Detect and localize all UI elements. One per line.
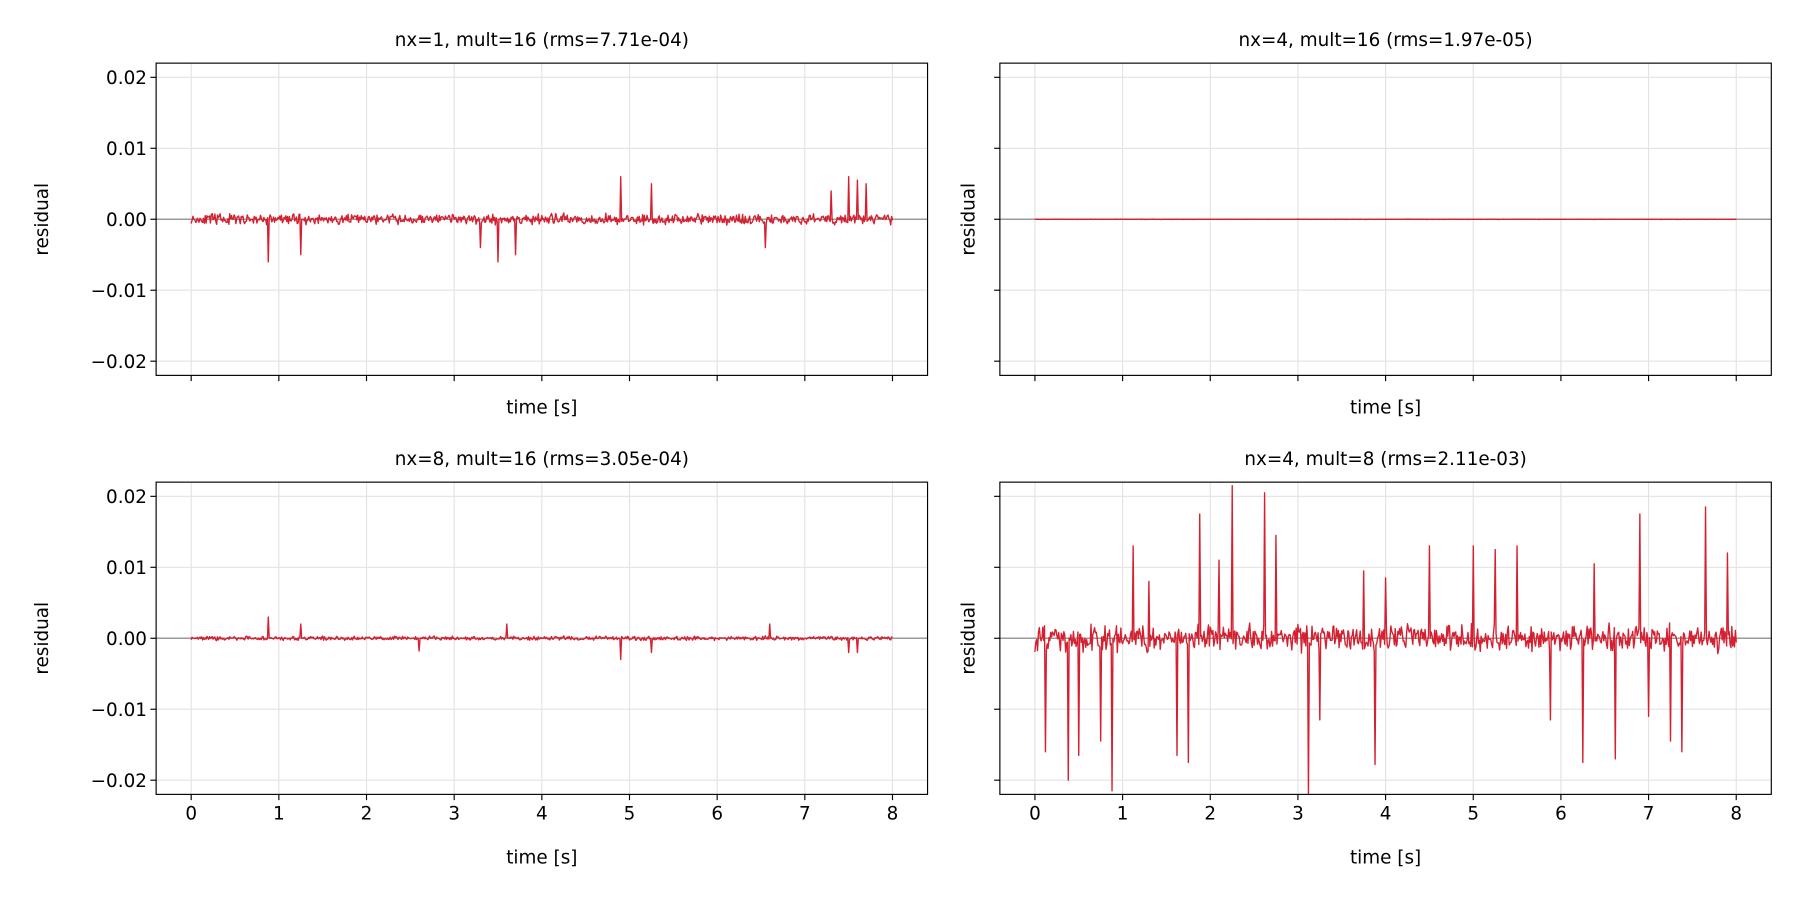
y-tick-label: −0.02 — [91, 771, 147, 792]
subplot-title: nx=8, mult=16 (rms=3.05e-04) — [395, 449, 689, 470]
y-tick-label: 0.00 — [106, 629, 147, 650]
x-axis-label: time [s] — [1350, 847, 1421, 868]
subplot-3: 0 1 2 3 4 5 6 7 8 0.02 0.01 0.00 −0.01 −0.02 nx=8, mul… — [32, 449, 929, 868]
x-tick-label: 0 — [185, 804, 197, 825]
axes-frame — [999, 481, 1772, 795]
y-tick-label: 0.01 — [106, 558, 147, 579]
subplot-2: nx=4, mult=16 (rms=1.97e-05) time [s] resi… — [959, 30, 1772, 418]
residual-series — [190, 175, 894, 263]
x-tick-label: 1 — [1117, 804, 1129, 825]
x-tick-label: 8 — [1730, 804, 1742, 825]
axes-frame — [155, 481, 929, 795]
x-tick-label: 3 — [1292, 804, 1304, 825]
x-tick-label: 4 — [1380, 804, 1392, 825]
x-tick-label: 7 — [799, 804, 811, 825]
subplot-title: nx=1, mult=16 (rms=7.71e-04) — [395, 30, 689, 51]
axes-frame — [999, 62, 1772, 376]
y-axis-label: residual — [959, 602, 980, 675]
axes-frame — [155, 62, 929, 376]
y-axis-label: residual — [959, 183, 980, 256]
residual-series — [1034, 485, 1737, 796]
x-tick-label: 3 — [448, 804, 460, 825]
x-tick-label: 2 — [361, 804, 373, 825]
x-axis-label: time [s] — [1350, 397, 1421, 418]
y-tick-label: 0.00 — [106, 210, 147, 231]
y-tick-label: 0.01 — [106, 139, 147, 160]
x-tick-label: 8 — [887, 804, 899, 825]
x-tick-label: 4 — [536, 804, 548, 825]
x-tick-label: 5 — [624, 804, 636, 825]
y-tick-label: 0.02 — [106, 487, 147, 508]
x-tick-label: 6 — [711, 804, 723, 825]
x-tick-label: 6 — [1555, 804, 1567, 825]
subplot-1: 0.02 0.01 0.00 −0.01 −0.02 nx=1, mult=16 (rms… — [32, 30, 929, 418]
y-axis-label: residual — [32, 602, 53, 675]
x-tick-label: 5 — [1467, 804, 1479, 825]
subplot-title: nx=4, mult=16 (rms=1.97e-05) — [1238, 30, 1532, 51]
subplot-title: nx=4, mult=8 (rms=2.11e-03) — [1244, 449, 1526, 470]
y-tick-label: −0.01 — [91, 700, 147, 721]
y-tick-label: −0.02 — [91, 352, 147, 373]
x-tick-label: 0 — [1029, 804, 1041, 825]
x-tick-label: 2 — [1204, 804, 1216, 825]
y-tick-label: −0.01 — [91, 281, 147, 302]
y-tick-label: 0.02 — [106, 68, 147, 89]
subplot-4: 0 1 2 3 4 5 6 7 8 nx=4, mult=8 (rms=2.11e-03) time… — [959, 449, 1772, 868]
x-tick-label: 7 — [1643, 804, 1655, 825]
residual-series — [190, 616, 893, 661]
x-axis-label: time [s] — [506, 847, 577, 868]
y-axis-label: residual — [32, 183, 53, 256]
x-tick-label: 1 — [273, 804, 285, 825]
x-axis-label: time [s] — [506, 397, 577, 418]
